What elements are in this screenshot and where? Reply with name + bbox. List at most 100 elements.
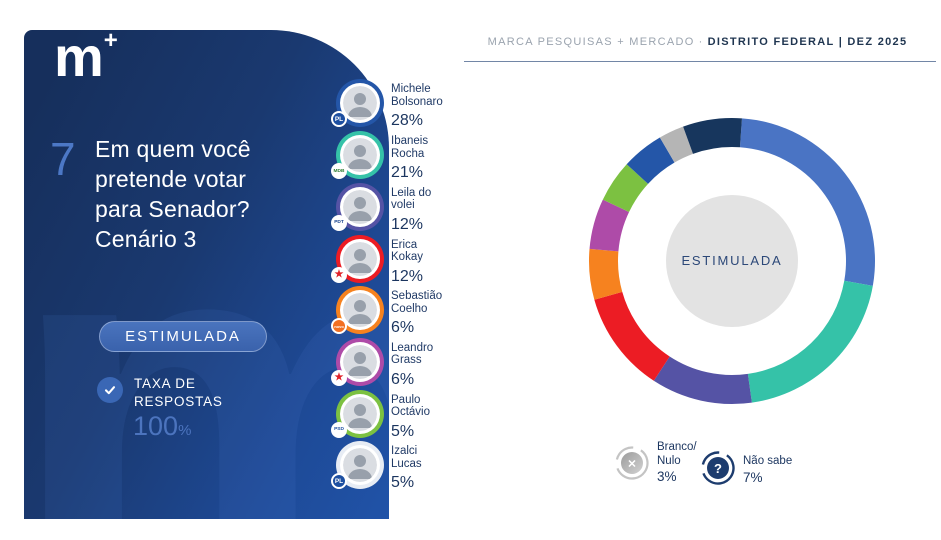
candidate-pct: 21% (391, 164, 424, 182)
donut-slice-nao-sabe (683, 118, 742, 154)
candidate-avatar: PL (331, 79, 384, 128)
donut-slice-erica-kokay (594, 291, 670, 381)
report-header-dot: · (698, 36, 704, 48)
candidate-row: PSD Paulo Octávio 5% (331, 388, 506, 440)
candidate-name: Leila do (391, 186, 432, 199)
candidate-photo (343, 86, 377, 121)
candidate-name: Paulo (391, 393, 421, 406)
candidate-pct: 5% (391, 474, 415, 492)
candidate-pct: 6% (391, 370, 415, 388)
party-badge: PDT (331, 214, 347, 231)
candidate-photo (343, 396, 377, 431)
candidate-name: Grass (391, 354, 422, 367)
candidate-avatar: PSD (331, 389, 384, 438)
candidate-pct: 28% (391, 112, 424, 130)
response-rate-unit: % (178, 422, 192, 439)
donut-slice-branco-nulo (659, 126, 694, 163)
candidate-avatar: ★ (331, 234, 384, 283)
report-header-context: DISTRITO FEDERAL | DEZ 2025 (707, 36, 908, 48)
report-header-brand: MARCA PESQUISAS + MERCADO (487, 36, 695, 48)
question-line: Em quem você (95, 136, 251, 162)
legend-item-branco-nulo: Branco/ Nulo 3% (657, 441, 697, 484)
party-badge: ★ (331, 266, 347, 283)
candidate-name: Bolsonaro (391, 95, 443, 108)
x-circle-icon: ✕ (615, 446, 649, 480)
legend-label-line: Nulo (657, 454, 681, 467)
donut-chart (572, 101, 892, 421)
candidate-photo (343, 241, 377, 276)
question-text: Em quem você pretende votar para Senador… (95, 134, 345, 254)
candidate-pct: 12% (391, 215, 424, 233)
candidate-name: Izalci (391, 445, 418, 458)
svg-text:?: ? (714, 461, 722, 476)
donut-center-label: ESTIMULADA (681, 253, 783, 268)
party-badge: PSD (331, 421, 347, 438)
question-line: Cenário 3 (95, 226, 197, 252)
donut-slice-leila-do-volei (653, 356, 752, 405)
candidate-row: PL Izalci Lucas 5% (331, 439, 506, 492)
legend-label-line: Branco/ (657, 441, 697, 453)
candidate-name: Lucas (391, 457, 422, 470)
party-badge: PL (331, 111, 347, 128)
donut-slice-izalci-lucas (626, 137, 675, 184)
candidate-avatar: novo (331, 286, 384, 335)
response-rate-label-line: RESPOSTAS (134, 394, 223, 409)
candidate-name: Octávio (391, 406, 430, 419)
header-divider (464, 61, 936, 62)
candidate-avatar: MDB (331, 131, 384, 180)
candidate-name: Coelho (391, 302, 428, 315)
donut-slice-sebastiao-coelho (588, 248, 623, 300)
donut-slice-ibaneis-rocha (747, 280, 873, 403)
candidate-name: volei (391, 199, 415, 212)
candidate-pct: 5% (391, 422, 415, 440)
candidate-photo (343, 448, 377, 483)
candidate-name: Sebastião (391, 290, 443, 303)
candidate-name: Kokay (391, 251, 423, 263)
candidate-avatar: PDT (331, 182, 384, 231)
candidate-row: ★ Leandro Grass 6% (331, 336, 506, 388)
party-badge: novo (331, 318, 347, 335)
report-header: MARCA PESQUISAS + MERCADO · DISTRITO FEDER… (460, 36, 935, 48)
party-badge: PL (331, 473, 347, 490)
candidate-avatar: PL (331, 441, 384, 490)
candidate-name: Erica (391, 238, 418, 251)
donut-slice-michele-bolsonaro (739, 118, 876, 286)
brand-logo: m+ (54, 30, 118, 89)
question-circle-icon: ? (701, 451, 735, 485)
legend-label-line: Não sabe (743, 455, 793, 467)
candidate-row: MDB Ibaneis Rocha 21% (331, 129, 506, 182)
mode-pill: ESTIMULADA (99, 321, 267, 352)
question-line: para Senador? (95, 196, 250, 222)
candidate-photo (343, 344, 377, 379)
candidate-pct: 6% (391, 319, 415, 337)
svg-text:✕: ✕ (627, 459, 636, 471)
candidate-avatar: ★ (331, 337, 384, 386)
response-rate-value: 100% (133, 411, 191, 442)
question-number: 7 (50, 133, 76, 185)
candidate-photo (343, 189, 377, 224)
legend-value: 7% (743, 469, 763, 485)
check-icon (97, 377, 123, 403)
question-line: pretende votar (95, 166, 247, 192)
party-badge: ★ (331, 369, 347, 386)
left-panel: m m+ 7 Em quem você pretende votar para … (24, 30, 389, 519)
legend-item-nao-sabe: Não sabe 7% (743, 455, 792, 484)
candidate-photo (343, 293, 377, 328)
donut-slice-leandro-grass (589, 199, 630, 252)
donut-slice-paulo-octavio (602, 164, 649, 213)
brand-logo-m: m (54, 30, 104, 88)
candidate-row: ★ Erica Kokay 12% (331, 233, 506, 285)
response-rate-label-line: TAXA DE (134, 376, 196, 391)
candidate-row: novo Sebastião Coelho 6% (331, 284, 506, 337)
candidate-name: Leandro (391, 341, 434, 354)
response-rate-label: TAXA DE RESPOSTAS (134, 375, 223, 411)
candidate-photo (343, 138, 377, 173)
donut-center-circle (666, 195, 798, 327)
candidate-name: Rocha (391, 147, 425, 160)
party-badge: MDB (331, 163, 347, 180)
candidate-row: PDT Leila do volei 12% (331, 181, 506, 233)
candidate-name: Ibaneis (391, 135, 429, 148)
brand-logo-plus: + (103, 30, 118, 54)
candidate-name: Michele (391, 83, 431, 96)
